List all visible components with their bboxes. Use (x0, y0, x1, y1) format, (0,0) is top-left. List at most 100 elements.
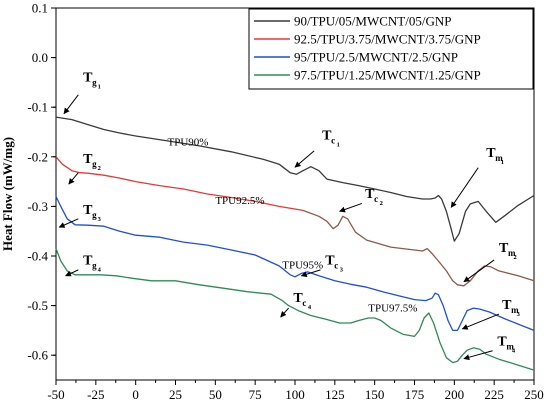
y-tick-label: 0.0 (32, 50, 48, 65)
annotation-arrow (68, 172, 79, 185)
annotation-arrow (463, 259, 495, 283)
annotation-subscript-index: 2 (513, 254, 516, 261)
annotation-arrow (65, 269, 79, 277)
annotation-subscript: g (92, 260, 97, 270)
x-tick-label: 0 (132, 387, 139, 402)
legend-label: 95/TPU/2.5/MWCNT/2.5/GNP (294, 50, 458, 65)
series-line-4-segment-1 (55, 248, 535, 371)
annotation-subscript: g (92, 210, 97, 220)
annotation-subscript-index: 2 (380, 200, 383, 207)
x-axis: -50 -25 0 25 50 75 100 125 150 175 200 225 250 (47, 380, 544, 402)
y-axis-label: Heat Flow (mW/mg) (0, 137, 15, 251)
annotation-symbol: T (486, 146, 496, 161)
y-tick-label: -0.1 (27, 100, 48, 115)
annotation-subscript: m (506, 341, 514, 351)
annotation-arrow (339, 202, 363, 213)
annotation-arrow (294, 150, 315, 168)
x-tick-label: 200 (445, 387, 465, 402)
y-tick-label: -0.2 (27, 149, 48, 164)
annotation-symbol: T (322, 128, 332, 143)
series-layer (55, 116, 535, 371)
legend-label: 92.5/TPU/3.75/MWCNT/3.75/GNP (294, 32, 481, 47)
annotation-symbol: T (365, 187, 375, 202)
annotation-arrow (463, 350, 493, 361)
x-tick-label: 75 (249, 387, 262, 402)
annotation-label: TPU97.5% (368, 303, 417, 315)
annotation-arrow (280, 307, 289, 318)
series-line-2-segment-1 (55, 156, 304, 212)
annotation-subscript: g (92, 77, 97, 87)
series-line-1-segment-1 (55, 116, 535, 242)
annotation-label: TPU95% (282, 259, 323, 271)
annotation-subscript-index: 3 (340, 266, 344, 273)
annotation-arrow (58, 218, 79, 228)
annotation-subscript-index: 1 (98, 83, 101, 90)
annotation-symbol: T (83, 253, 93, 268)
y-tick-label: -0.3 (27, 199, 48, 214)
series-line-2-segment-2 (302, 209, 535, 287)
annotation-arrow (63, 94, 79, 115)
x-tick-label: 225 (484, 387, 504, 402)
y-tick-label: 0.1 (32, 1, 48, 16)
annotation-subscript-index: 3 (517, 311, 521, 318)
legend-label: 97.5/TPU/1.25/MWCNT/1.25/GNP (294, 68, 481, 83)
annotation-symbol: T (293, 291, 303, 306)
annotation-subscript: m (508, 248, 516, 258)
legend-label: 90/TPU/05/MWCNT/05/GNP (294, 14, 451, 29)
annotation-arrows (58, 94, 500, 361)
x-tick-label: 250 (524, 387, 544, 402)
annotation-subscript: c (334, 260, 338, 270)
annotation-symbol: T (499, 241, 509, 256)
annotation-symbol: T (502, 298, 512, 313)
annotation-symbol: T (83, 70, 93, 85)
annotation-symbol: T (497, 334, 507, 349)
x-tick-label: 125 (325, 387, 345, 402)
y-tick-label: -0.6 (27, 348, 48, 363)
annotation-subscript: c (302, 298, 306, 308)
annotation-subscript: m (511, 305, 519, 315)
legend: 90/TPU/05/MWCNT/05/GNP 92.5/TPU/3.75/MWCN… (248, 8, 534, 90)
annotation-arrow (461, 313, 500, 330)
x-tick-label: 50 (209, 387, 222, 402)
y-axis: 0.1 0.0 -0.1 -0.2 -0.3 -0.4 -0.5 -0.6 (27, 1, 56, 363)
annotation-subscript-index: 1 (501, 159, 504, 166)
annotation-arrow (450, 167, 479, 208)
x-tick-label: 175 (405, 387, 425, 402)
x-tick-label: 100 (285, 387, 305, 402)
x-tick-label: 25 (169, 387, 182, 402)
annotation-subscript-index: 4 (512, 347, 516, 354)
annotation-arrow (300, 269, 321, 278)
annotation-symbol: T (83, 152, 93, 167)
annotation-label: TPU92.5% (215, 195, 264, 207)
x-tick-label: -25 (87, 387, 104, 402)
y-tick-label: -0.5 (27, 298, 48, 313)
legend-box (248, 8, 534, 90)
annotation-label: TPU90% (168, 136, 209, 148)
annotation-subscript-index: 4 (308, 304, 312, 311)
x-tick-label: 150 (365, 387, 385, 402)
annotation-symbol: T (325, 253, 335, 268)
y-tick-label: -0.4 (27, 249, 48, 264)
annotation-subscript-index: 4 (98, 266, 102, 273)
annotation-subscript-index: 3 (98, 216, 102, 223)
annotation-subscript: g (92, 159, 97, 169)
annotation-subscript: m (495, 153, 503, 163)
annotation-subscript: c (331, 135, 335, 145)
x-tick-label: -50 (47, 387, 64, 402)
annotation-subscript-index: 2 (98, 165, 101, 172)
annotation-symbol: T (83, 203, 93, 218)
annotation-subscript: c (374, 194, 378, 204)
